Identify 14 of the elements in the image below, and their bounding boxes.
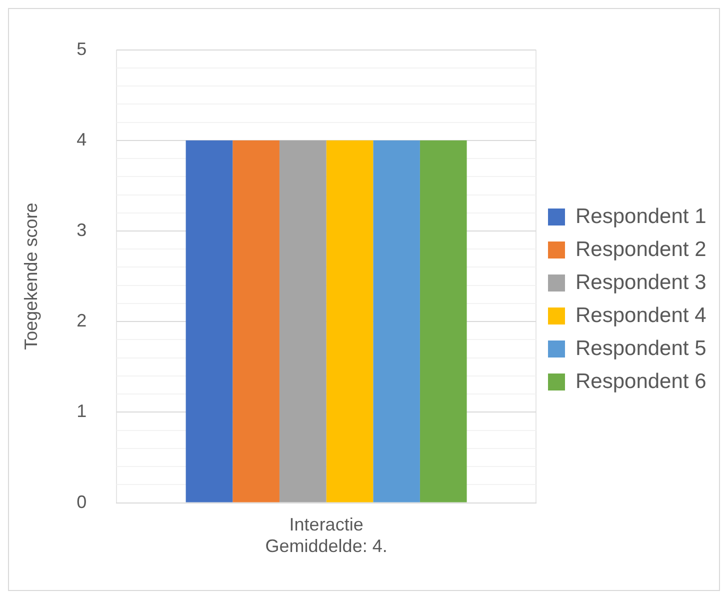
legend-label: Respondent 5	[576, 336, 706, 360]
legend-label: Respondent 6	[576, 370, 706, 393]
x-tick-label: Interactie Gemiddelde: 4.	[265, 514, 388, 556]
y-tick-label: 1	[76, 401, 87, 422]
y-tick-label: 4	[76, 129, 87, 150]
y-axis-title: Toegekende score	[20, 202, 41, 350]
y-tick-label: 2	[76, 310, 87, 331]
legend-label: Respondent 2	[576, 238, 706, 261]
y-tick-label: 5	[76, 38, 87, 59]
legend-label: Respondent 1	[576, 204, 706, 228]
y-tick-label: 0	[76, 492, 87, 512]
legend-label: Respondent 4	[576, 304, 707, 327]
legend-label: Respondent 3	[576, 270, 706, 294]
y-tick-label: 3	[76, 220, 87, 240]
